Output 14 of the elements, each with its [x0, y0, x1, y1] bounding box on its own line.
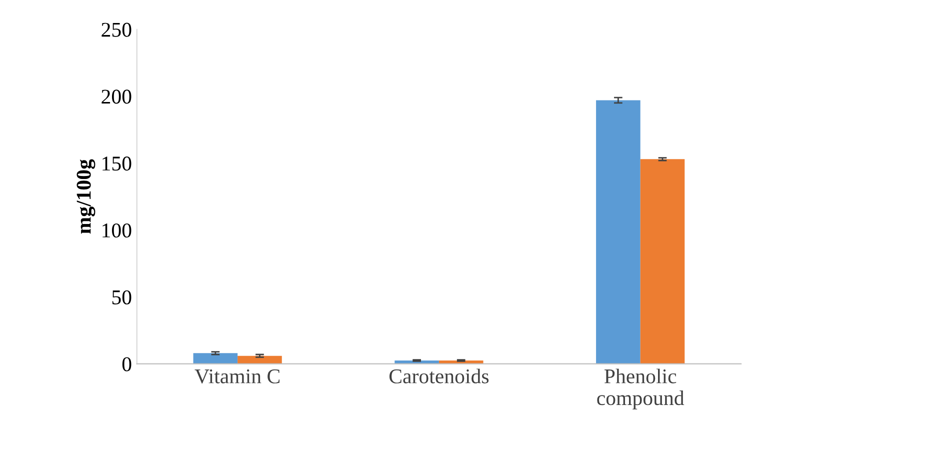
bar — [193, 353, 238, 364]
y-tick-label: 100 — [102, 223, 132, 238]
bar — [640, 159, 685, 364]
x-tick-label: Carotenoids — [389, 368, 489, 384]
y-tick-label: 250 — [102, 22, 132, 37]
x-tick-label: Phenolic compound — [597, 368, 684, 410]
y-tick-label: 0 — [122, 357, 132, 372]
y-tick-label: 150 — [102, 156, 132, 171]
y-tick-label: 50 — [112, 290, 132, 304]
bar — [596, 100, 640, 364]
y-tick-label: 200 — [102, 90, 132, 104]
bar — [238, 356, 282, 364]
x-tick-label: Vitamin C — [194, 369, 280, 384]
y-axis-title: mg/100g — [76, 159, 96, 234]
